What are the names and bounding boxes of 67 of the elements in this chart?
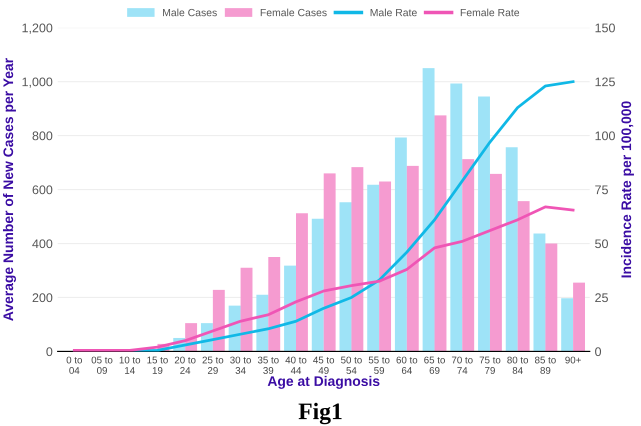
bar	[394, 138, 407, 352]
bar	[296, 213, 308, 352]
bar	[324, 173, 336, 352]
bar	[240, 268, 252, 352]
x-tick-label: 35 to 39	[258, 356, 279, 374]
bar	[406, 166, 419, 352]
bar	[450, 84, 462, 352]
caption: Fig1	[298, 402, 342, 424]
y-tick-label: 800	[32, 131, 52, 140]
x-tick-label: 55 to 59	[368, 356, 390, 374]
x-tick-label: 45 to 49	[313, 356, 334, 374]
y2-axis-title: Incidence Rate per 100,000	[620, 101, 634, 278]
x-tick-label: 50 to 54	[340, 356, 362, 374]
legend-label: Male Rate	[370, 8, 417, 16]
x-tick-label: 80 to 84	[507, 356, 528, 374]
x-tick-label: 05 to 09	[92, 356, 112, 374]
y2-tick-label: 50	[595, 239, 608, 248]
bar	[212, 290, 225, 352]
bar	[490, 174, 502, 352]
x-tick-label: 90+	[565, 356, 581, 364]
y-tick-label: 1,200	[22, 23, 52, 34]
y2-tick-label: 75	[595, 186, 608, 194]
x-axis-title: Age at Diagnosis	[268, 376, 380, 389]
x-tick-label: 70 to 74	[452, 356, 473, 374]
x-tick-label: 75 to 79	[480, 356, 500, 374]
x-tick-label: 65 to 69	[424, 356, 445, 374]
bar	[379, 181, 392, 352]
x-tick-label: 25 to 29	[202, 356, 224, 374]
bar	[268, 257, 280, 352]
y2-tick-label: 25	[595, 293, 608, 302]
bar	[478, 96, 490, 352]
bar	[340, 202, 352, 352]
y-tick-label: 1,000	[22, 77, 52, 88]
bar	[533, 234, 546, 352]
y2-tick-label: 125	[596, 77, 615, 86]
bar	[284, 266, 296, 352]
y-tick-label: 400	[32, 239, 52, 248]
bar	[462, 159, 474, 352]
y-tick-label: 600	[32, 185, 52, 194]
bar	[422, 68, 435, 352]
x-tick-label: 15 to 19	[147, 356, 168, 374]
y-tick-label: 0	[46, 347, 52, 356]
x-tick-label: 10 to 14	[120, 356, 140, 374]
legend-label: Female Rate	[460, 8, 520, 16]
legend-label: Male Cases	[163, 8, 217, 16]
x-tick-label: 85 to 89	[534, 356, 556, 374]
bar	[518, 201, 530, 352]
x-tick-label: 0 to 04	[66, 356, 82, 374]
bar	[367, 184, 380, 352]
x-tick-label: 20 to 24	[174, 356, 196, 374]
y2-tick-label: 100	[596, 131, 615, 140]
y-axis-title: Average Number of New Cases per Year	[2, 58, 16, 321]
line-series	[72, 205, 574, 352]
bar	[351, 167, 364, 352]
x-tick-label: 30 to 34	[230, 356, 251, 374]
bar	[561, 298, 574, 352]
x-tick-label: 40 to 44	[285, 356, 306, 374]
bar	[573, 282, 586, 352]
bar	[312, 218, 324, 352]
bar	[545, 244, 558, 352]
y-tick-label: 200	[32, 293, 52, 302]
y2-tick-label: 0	[595, 347, 602, 356]
y2-tick-label: 150	[596, 23, 615, 32]
legend-label: Female Cases	[260, 8, 327, 16]
bar	[506, 147, 518, 352]
x-tick-label: 60 to 64	[396, 356, 418, 374]
bar	[434, 115, 446, 352]
